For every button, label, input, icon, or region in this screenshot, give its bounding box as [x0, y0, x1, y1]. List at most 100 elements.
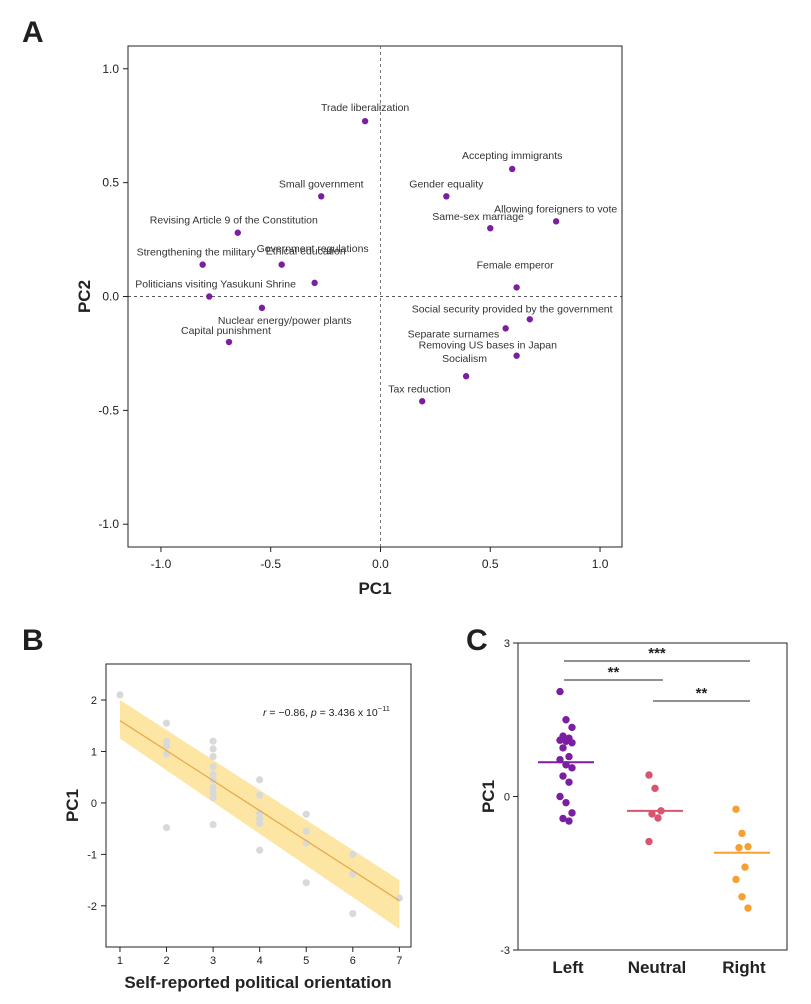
data-point [568, 739, 576, 747]
x-tick-label: -0.5 [260, 557, 281, 571]
panel-b: B 1 2 3 4 5 6 7 2 1 0 -1 -2 Self-reported political … [22, 624, 412, 992]
data-point [311, 279, 318, 287]
point-label: Politicians visiting Yasukuni Shrine [135, 279, 296, 291]
data-point [562, 798, 570, 807]
data-point [744, 842, 752, 851]
data-point [116, 691, 124, 699]
data-point [648, 810, 656, 818]
point-label: Removing US bases in Japan [419, 340, 557, 352]
point-label: Tax reduction [388, 383, 451, 395]
data-point [162, 750, 171, 758]
data-point [278, 261, 285, 268]
point-label: Female emperor [477, 259, 555, 271]
x-tick-label: 7 [396, 955, 402, 967]
regression-line [119, 720, 400, 902]
data-point [206, 293, 213, 300]
data-point [568, 809, 576, 817]
data-point [559, 814, 567, 823]
x-tick-label: 5 [303, 955, 309, 967]
data-point [732, 805, 740, 813]
y-tick-label: -3 [500, 945, 510, 957]
data-point [209, 794, 217, 802]
y-tick-label: 1 [91, 746, 97, 758]
data-point [735, 843, 743, 852]
significance-label: ** [696, 685, 708, 702]
data-point [209, 771, 217, 779]
data-point [302, 879, 310, 887]
point-label: Nuclear energy/power plants [218, 315, 352, 327]
category-label: Right [722, 958, 766, 977]
x-tick-label: 0.0 [372, 557, 389, 571]
point-label: Separate surnames [408, 328, 500, 340]
data-point [654, 814, 662, 822]
x-tick-label: 6 [350, 955, 356, 967]
x-tick-label: 3 [210, 955, 216, 967]
data-point [361, 117, 369, 125]
point-label: Allowing foreigners to vote [494, 203, 617, 215]
data-point [568, 723, 576, 732]
data-point [556, 736, 564, 744]
x-tick-label: 0.5 [482, 557, 499, 571]
data-point [209, 745, 217, 753]
data-point [738, 829, 746, 838]
y-tick-label: 0 [91, 798, 97, 810]
y-tick-label: -0.5 [98, 403, 119, 417]
data-point [651, 784, 659, 793]
data-point [258, 304, 266, 312]
data-point [209, 820, 217, 829]
y-tick-label: -2 [87, 901, 97, 913]
data-point [162, 824, 171, 832]
point-label: Ethical education [266, 246, 346, 258]
data-point [556, 687, 564, 696]
y-tick-label: -1 [87, 849, 97, 861]
point-label: Trade liberalization [321, 102, 409, 114]
x-tick-label: -1.0 [151, 557, 172, 571]
data-point [487, 224, 494, 232]
data-point [209, 737, 217, 745]
data-point [559, 744, 567, 752]
x-axis-label: Self-reported political orientation [124, 973, 391, 992]
data-point [556, 792, 564, 801]
data-point [162, 737, 171, 745]
data-point [645, 837, 653, 846]
y-axis-label: PC1 [479, 780, 498, 813]
data-point [209, 763, 217, 771]
p-symbol: p [310, 707, 317, 719]
panel-c-letter: C [466, 624, 488, 657]
y-tick-label: 0.0 [102, 290, 119, 304]
point-label: Small government [279, 178, 364, 190]
data-point [209, 789, 217, 797]
x-tick-label: 4 [257, 955, 263, 967]
plot-frame [105, 663, 412, 948]
data-point [562, 737, 570, 745]
data-point [741, 863, 749, 871]
data-point [559, 772, 567, 780]
y-tick-label: 1.0 [102, 62, 119, 76]
point-label: Same-sex marriage [432, 211, 524, 223]
data-point [225, 338, 233, 346]
category-label: Neutral [628, 958, 687, 977]
panel-a: A -1.0 -0.5 0.0 0.5 1.0 1.0 0.5 0.0 -0.5 -1.0 PC1 P… [22, 16, 623, 598]
data-point [256, 819, 264, 828]
point-label: Socialism [442, 353, 487, 365]
point-label: Gender equality [409, 178, 484, 190]
point-label: Social security provided by the governme… [412, 303, 613, 315]
point-label: Government regulations [257, 243, 369, 255]
data-point [645, 771, 653, 779]
x-tick-label: 1 [117, 955, 123, 967]
r-value: = −0.86, [267, 707, 311, 719]
data-point [349, 870, 357, 878]
data-point [162, 719, 171, 727]
data-point [738, 893, 746, 901]
point-label: Capital punishment [181, 325, 271, 337]
data-point [568, 764, 576, 772]
data-point [462, 373, 470, 380]
p-value: = 3.436 x 10 [317, 707, 378, 719]
data-point [565, 752, 573, 761]
y-tick-label: -1.0 [98, 517, 119, 531]
point-label: Strengthening the military [137, 247, 257, 259]
data-point [256, 814, 264, 822]
y-tick-label: 2 [91, 695, 97, 707]
y-axis-label: PC2 [75, 280, 94, 313]
y-axis-label: PC1 [63, 789, 82, 822]
